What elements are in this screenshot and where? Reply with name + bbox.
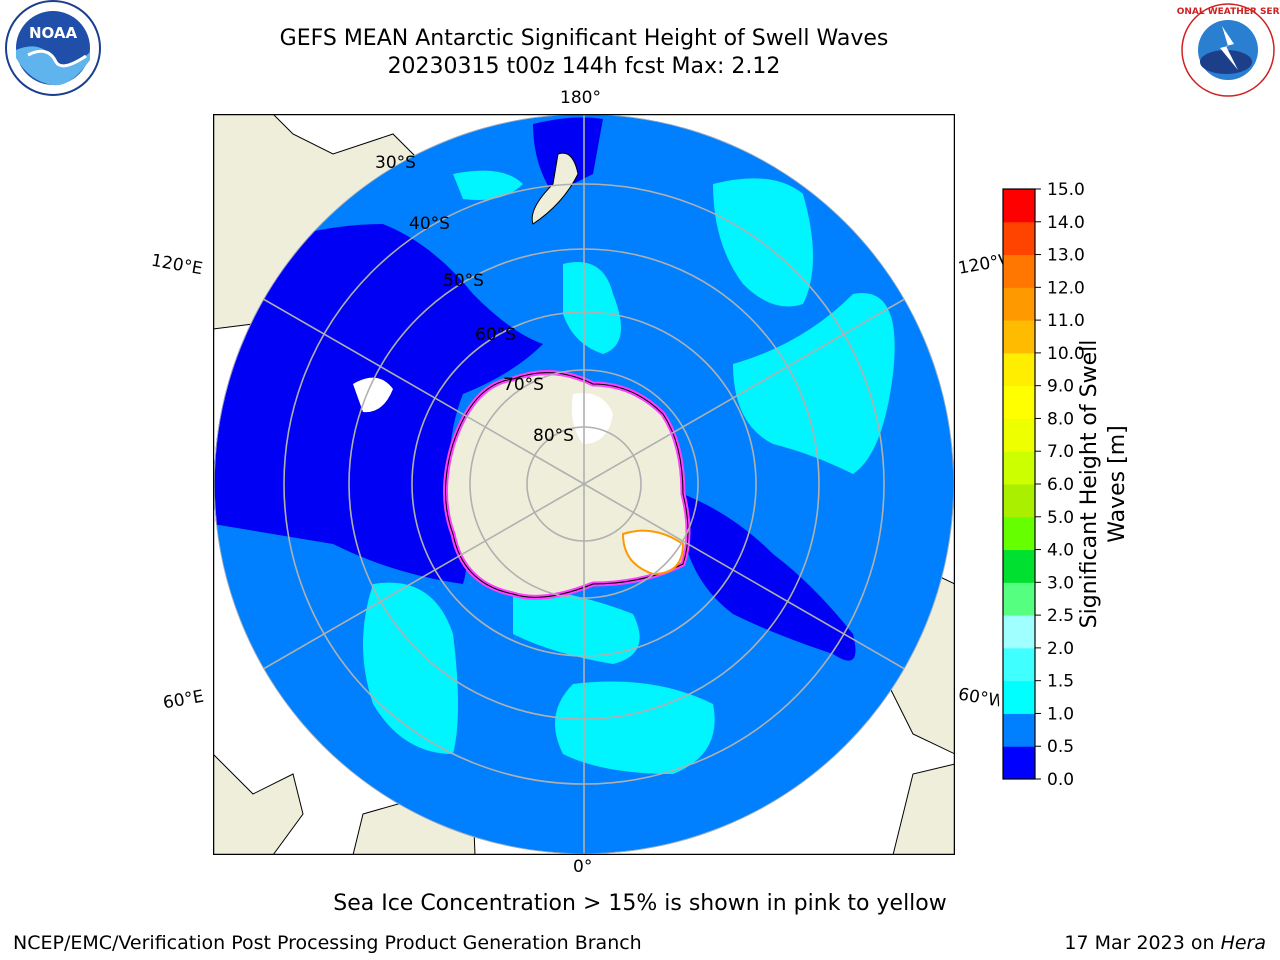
colorbar-title-line2: Waves [m] (1105, 425, 1130, 543)
meridian-lines (214, 114, 954, 854)
colorbar-tick-label: 12.0 (1047, 278, 1085, 298)
colorbar-cells (1003, 189, 1035, 780)
colorbar-tick-label: 2.5 (1047, 606, 1074, 626)
colorbar-tick-label: 15.0 (1047, 180, 1085, 200)
nws-logo-text: NATIONAL WEATHER SERVICE (1176, 7, 1280, 17)
colorbar-cell (1003, 254, 1035, 288)
south-america-land-lower (892, 763, 955, 855)
colorbar-tick-label: 1.5 (1047, 672, 1074, 692)
lat-label-70s: 70°S (503, 375, 544, 395)
sea-ice-caption: Sea Ice Concentration > 15% is shown in … (333, 891, 947, 916)
colorbar-cell (1003, 287, 1035, 321)
colorbar-tick-label: 6.0 (1047, 475, 1074, 495)
colorbar-tick-label: 2.0 (1047, 639, 1074, 659)
colorbar-tick-label: 14.0 (1047, 213, 1085, 233)
swell-patch-5 (513, 584, 640, 664)
polar-map: 30°S 40°S 50°S 60°S 70°S 80°S (213, 114, 955, 855)
lon-label-120e: 120°E (149, 250, 205, 280)
colorbar-cell (1003, 549, 1035, 583)
colorbar-tick-label: 3.0 (1047, 573, 1074, 593)
colorbar-tick-label: 1.0 (1047, 704, 1074, 724)
lon-label-180: 180° (560, 88, 601, 108)
colorbar-tick-label: 5.0 (1047, 508, 1074, 528)
colorbar-cell (1003, 189, 1035, 223)
swell-patch-4 (363, 582, 458, 754)
colorbar-tick-label: 9.0 (1047, 377, 1074, 397)
colorbar-cell (1003, 615, 1035, 649)
lat-label-80s: 80°S (533, 426, 574, 446)
colorbar-tick-label: 0.0 (1047, 770, 1074, 790)
new-zealand-land (531, 152, 579, 225)
colorbar-cell (1003, 713, 1035, 747)
colorbar-cell (1003, 418, 1035, 452)
colorbar-tick-label: 10.0 (1047, 344, 1085, 364)
colorbar-cell (1003, 647, 1035, 682)
colorbar-cell (1003, 484, 1035, 518)
ross-ice-shelf (571, 393, 613, 444)
colorbar: 0.0 0.5 1.0 1.5 2.0 2.5 3.0 4.0 5.0 6.0 7.0 8.0 9.0 1… (1002, 180, 1085, 790)
colorbar-cell (1003, 582, 1035, 616)
noaa-logo: NOAA (5, 0, 101, 96)
weddell-ice-shelf (621, 529, 685, 576)
lat-label-60s: 60°S (475, 325, 516, 345)
low-swell-east (683, 494, 856, 661)
colorbar-title-line1: Significant Height of Swell (1077, 339, 1102, 629)
colorbar-tick-label: 7.0 (1047, 442, 1074, 462)
noaa-logo-text: NOAA (29, 24, 78, 42)
colorbar-tick-label: 13.0 (1047, 246, 1085, 266)
colorbar-tick-label: 4.0 (1047, 541, 1074, 561)
swell-patch-2 (733, 293, 895, 474)
colorbar-cell (1003, 385, 1035, 419)
colorbar-tick-label: 11.0 (1047, 311, 1085, 331)
lat-label-30s: 30°S (375, 153, 416, 173)
footer-date: 17 Mar 2023 on Hera (1064, 932, 1266, 954)
africa-land-left (213, 753, 304, 855)
lat-label-40s: 40°S (409, 214, 450, 234)
colorbar-cell (1003, 746, 1035, 780)
footer-host: Hera (1220, 932, 1266, 954)
footer-date-text: 17 Mar 2023 on (1064, 932, 1221, 954)
lon-label-60e: 60°E (161, 686, 206, 714)
swell-patch-6 (555, 681, 715, 774)
swell-patch-7 (453, 170, 523, 200)
colorbar-cell (1003, 516, 1035, 551)
colorbar-cell (1003, 221, 1035, 256)
colorbar-tick-label: 0.5 (1047, 737, 1074, 757)
footer-credit: NCEP/EMC/Verification Post Processing Pr… (13, 932, 642, 954)
nws-logo: NATIONAL WEATHER SERVICE (1176, 3, 1280, 97)
map-frame (213, 114, 955, 855)
chart-subtitle: 20230315 t00z 144h fcst Max: 2.12 (387, 54, 781, 79)
colorbar-cell (1003, 451, 1035, 485)
colorbar-cell (1003, 680, 1035, 714)
colorbar-ticks: 0.0 0.5 1.0 1.5 2.0 2.5 3.0 4.0 5.0 6.0 7.0 8.0 9.0 1… (1035, 180, 1085, 790)
lat-label-50s: 50°S (443, 271, 484, 291)
colorbar-tick-label: 8.0 (1047, 409, 1074, 429)
colorbar-cell (1003, 320, 1035, 354)
colorbar-cell (1003, 352, 1035, 387)
lon-label-0: 0° (573, 857, 593, 877)
swell-patch-3 (563, 262, 621, 354)
chart-title: GEFS MEAN Antarctic Significant Height o… (279, 26, 889, 51)
